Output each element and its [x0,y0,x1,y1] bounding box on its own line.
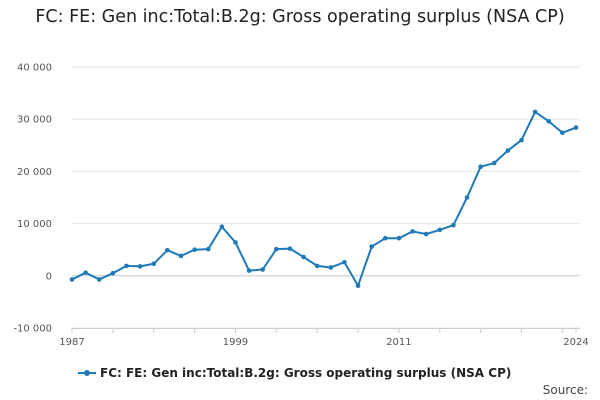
x-tick-label: 2011 [386,337,411,348]
legend[interactable]: FC: FE: Gen inc:Total:B.2g: Gross operat… [78,366,511,380]
data-point[interactable] [560,130,565,136]
data-point[interactable] [451,222,456,228]
data-point[interactable] [342,259,347,265]
data-point[interactable] [437,227,443,233]
y-tick-label: 40 000 [17,63,52,74]
data-point[interactable] [124,263,129,269]
data-point[interactable] [165,247,170,253]
data-point[interactable] [423,231,429,237]
series-line [71,110,577,287]
data-point[interactable] [314,263,320,269]
data-point[interactable] [532,109,538,115]
data-point[interactable] [274,246,279,252]
data-point[interactable] [573,125,579,130]
data-point[interactable] [219,224,225,230]
data-point[interactable] [246,268,252,273]
data-point[interactable] [491,160,497,166]
data-point[interactable] [478,164,483,170]
data-point[interactable] [192,247,197,252]
series-layer [69,109,579,289]
data-point[interactable] [110,270,116,276]
data-point[interactable] [369,244,374,249]
y-tick-label: 20 000 [17,167,52,178]
x-axis-tick-labels: 1987 1999 2011 2024 [59,328,589,348]
data-point[interactable] [151,261,157,267]
data-point[interactable] [328,265,334,270]
legend-label: FC: FE: Gen inc:Total:B.2g: Gross operat… [100,366,512,380]
chart-title: FC: FE: Gen inc:Total:B.2g: Gross operat… [35,7,565,27]
data-point[interactable] [546,118,552,124]
source-label[interactable]: Source: [542,383,588,397]
data-point[interactable] [205,246,211,252]
y-tick-label: -10 000 [13,324,52,335]
data-point[interactable] [233,240,238,245]
y-tick-label: 0 [46,271,52,282]
x-axis [71,328,580,333]
data-point[interactable] [301,254,306,260]
y-tick-label: 10 000 [17,219,52,230]
x-tick-label: 1987 [59,337,84,348]
data-point[interactable] [505,148,511,153]
data-point[interactable] [96,277,102,282]
data-point[interactable] [396,235,402,241]
gridlines [72,66,580,329]
y-axis-tick-labels: -10 000 0 10 000 20 000 30 000 40 000 [13,63,52,335]
data-point[interactable] [519,137,524,143]
data-point[interactable] [137,264,143,269]
data-point[interactable] [287,246,293,251]
data-point[interactable] [178,253,184,259]
x-tick-label: 2024 [563,337,588,348]
data-point[interactable] [69,277,75,282]
x-tick-label: 1999 [223,337,248,348]
data-point[interactable] [83,270,88,275]
data-point[interactable] [382,235,388,241]
data-point[interactable] [260,267,266,272]
data-point[interactable] [464,195,470,200]
y-tick-label: 30 000 [17,115,52,126]
data-point[interactable] [355,283,361,289]
data-point[interactable] [410,229,415,234]
legend-swatch [78,366,96,380]
